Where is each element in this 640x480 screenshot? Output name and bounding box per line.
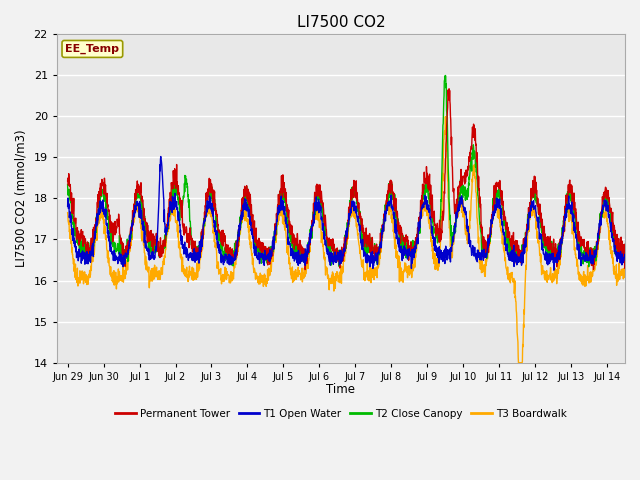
Text: EE_Temp: EE_Temp	[65, 44, 119, 54]
X-axis label: Time: Time	[326, 383, 355, 396]
Y-axis label: LI7500 CO2 (mmol/m3): LI7500 CO2 (mmol/m3)	[15, 130, 28, 267]
Title: LI7500 CO2: LI7500 CO2	[296, 15, 385, 30]
Legend: Permanent Tower, T1 Open Water, T2 Close Canopy, T3 Boardwalk: Permanent Tower, T1 Open Water, T2 Close…	[111, 405, 571, 423]
